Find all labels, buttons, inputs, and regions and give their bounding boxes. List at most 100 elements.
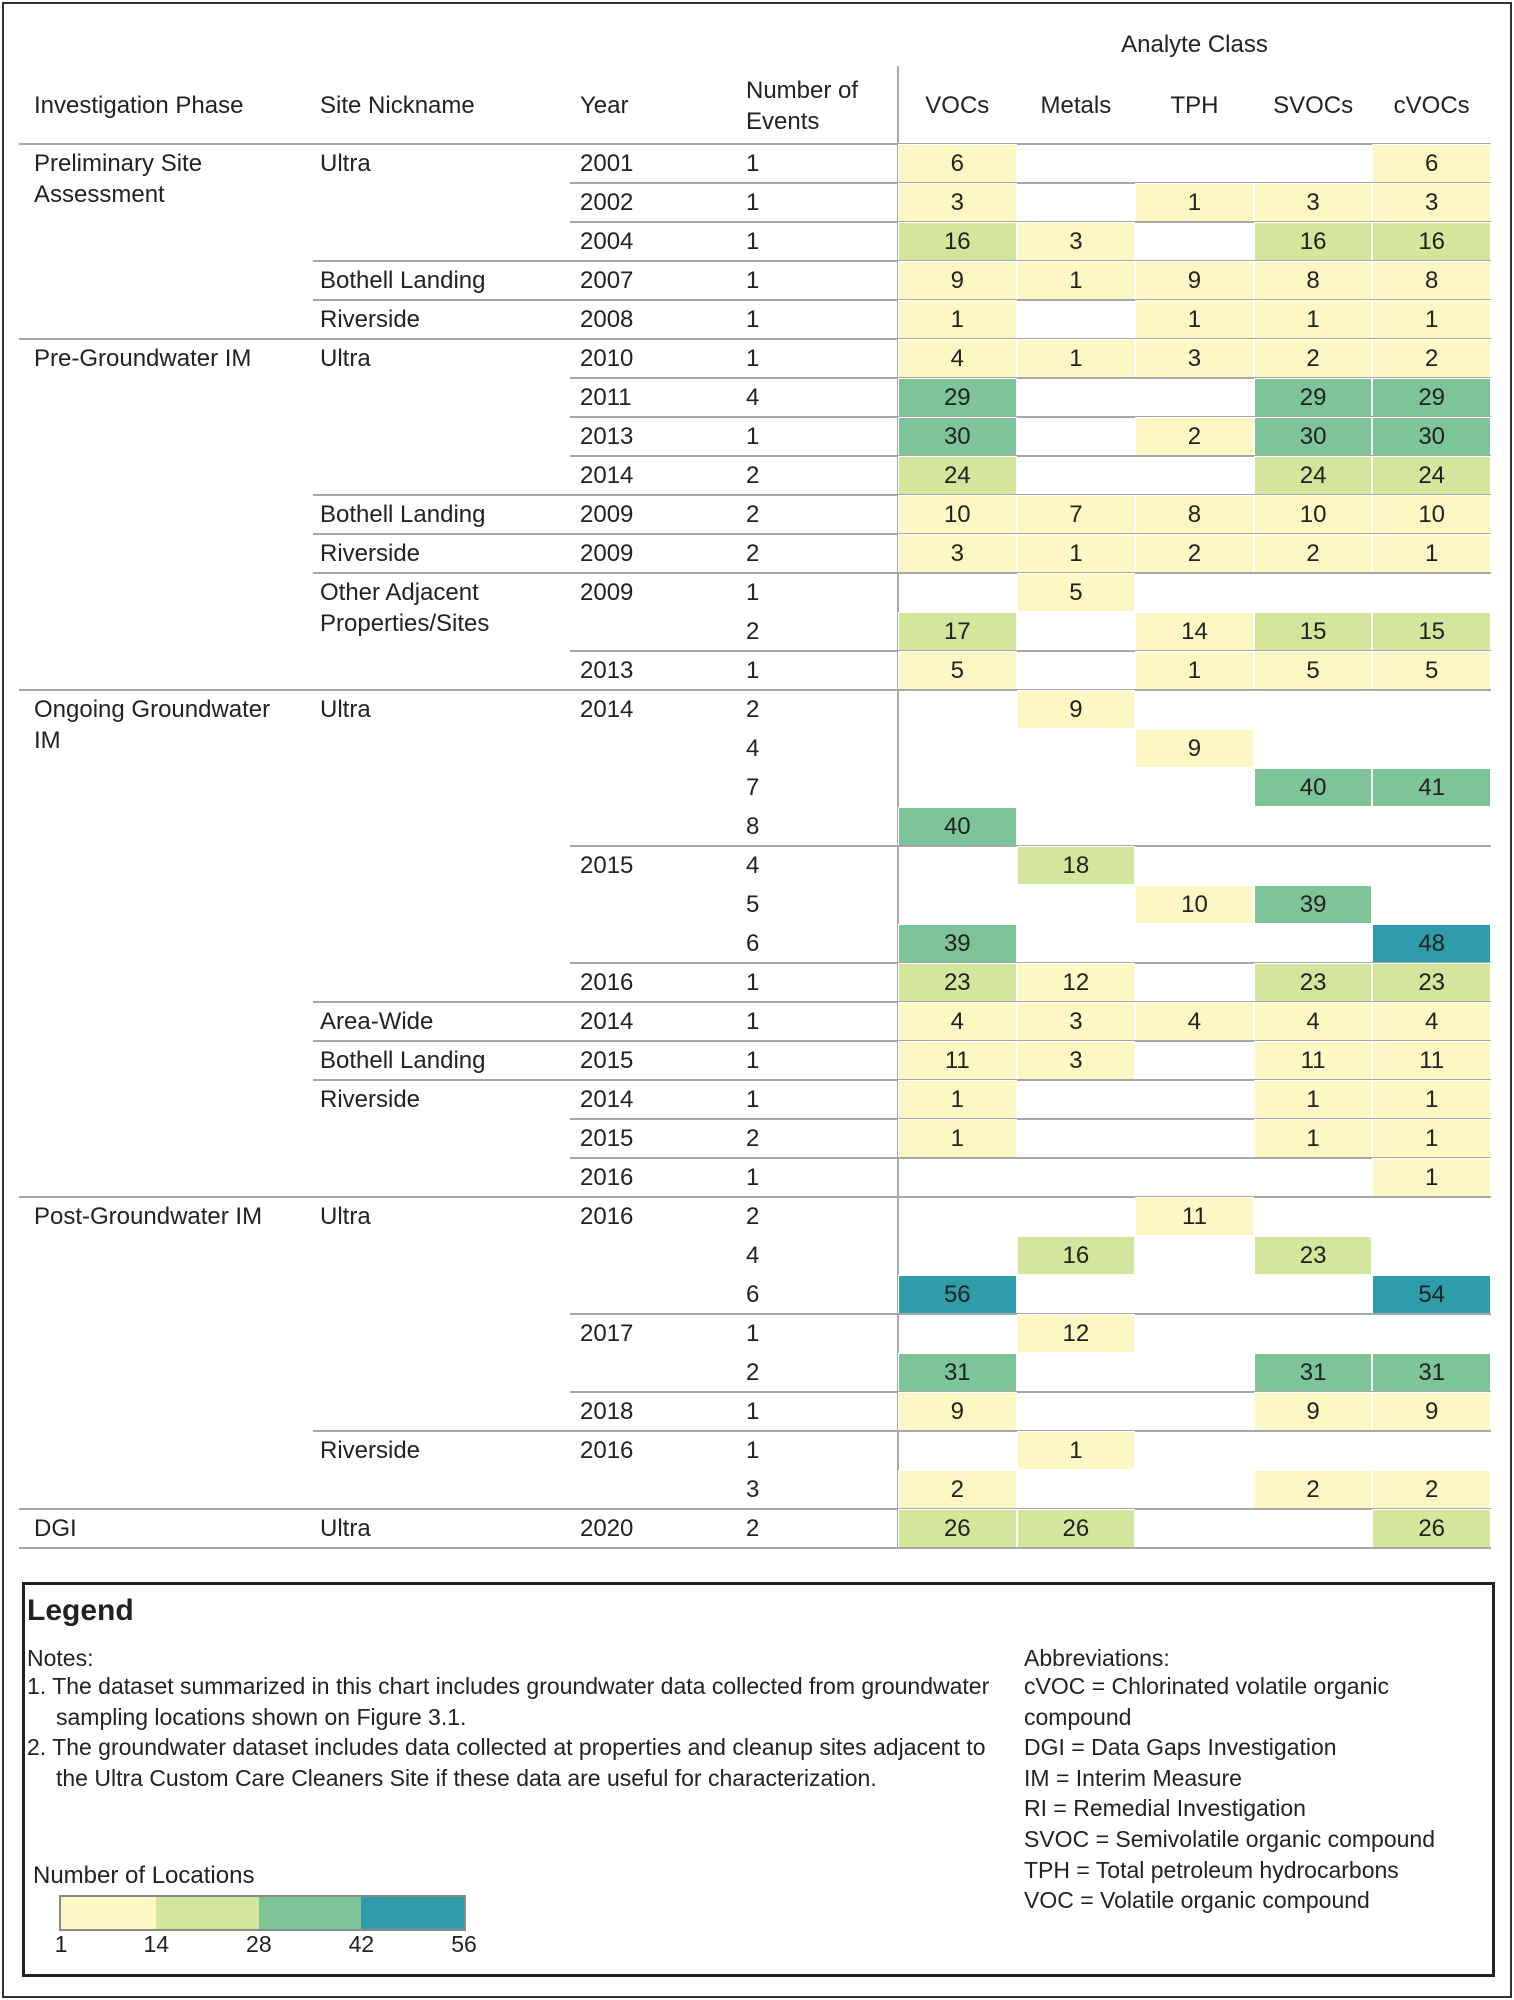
heat-cell: 1 [1372,1080,1491,1119]
scale-tick-label: 14 [143,1931,170,1957]
heat-cell: 31 [898,1353,1017,1392]
heat-cell: 2 [1253,1470,1373,1509]
row-site: Ultra [320,150,371,177]
heat-cell: 4 [1135,1002,1254,1041]
row-events: 5 [746,891,760,918]
row-year: 2015 [580,852,634,879]
heat-cell: 1 [1135,183,1254,222]
row-year: 2009 [580,540,634,567]
heat-cell: 1 [1372,1158,1491,1197]
heat-cell: 29 [898,378,1017,417]
abbreviations-label: Abbreviations: [1024,1645,1170,1671]
heat-cell: 26 [1016,1509,1136,1548]
scale-swatch [156,1897,259,1929]
heat-cell: 15 [1253,612,1373,651]
row-phase: DGI [34,1515,77,1542]
heat-cell: 23 [1372,963,1491,1002]
heat-cell: 5 [898,651,1017,690]
row-rule [313,1430,1491,1432]
heat-cell: 9 [898,1392,1017,1431]
heat-cell: 10 [1372,495,1491,534]
row-year: 2009 [580,579,634,606]
heat-cell: 29 [1253,378,1373,417]
row-events: 1 [746,1437,760,1464]
row-year: 2011 [580,384,632,411]
row-site: Bothell Landing [320,501,486,528]
heat-cell: 1 [1135,300,1254,339]
row-events: 1 [746,657,760,684]
heat-cell: 8 [1253,261,1373,300]
scale-swatch [258,1897,362,1929]
heat-cell: 11 [1135,1197,1254,1236]
row-rule [570,377,1491,379]
heat-cell: 2 [1135,534,1254,573]
column-header: Site Nickname [320,92,475,119]
scale-tick-label: 1 [54,1931,68,1957]
row-year: 2016 [580,969,634,996]
heat-cell: 5 [1372,651,1491,690]
heat-cell: 16 [1016,1236,1136,1275]
analyte-header: VOCs [925,92,990,119]
abbreviation: RI = Remedial Investigation [1024,1795,1306,1822]
heat-cell: 9 [1135,261,1254,300]
row-year: 2015 [580,1125,634,1152]
abbreviation: IM = Interim Measure [1024,1764,1242,1791]
column-header: Investigation Phase [34,92,244,119]
row-year: 2013 [580,657,634,684]
row-site: Riverside [320,306,421,333]
heat-cell: 10 [1253,495,1373,534]
abbreviation: DGI = Data Gaps Investigation [1024,1734,1337,1761]
row-year: 2017 [580,1320,634,1347]
heat-cell: 1 [898,300,1017,339]
heat-cell: 1 [898,1080,1017,1119]
row-year: 2008 [580,306,634,333]
legend-box [22,1582,1495,1977]
heat-cell: 3 [1016,1002,1136,1041]
scale-tick-label: 28 [246,1931,272,1957]
heat-cell: 2 [1372,339,1491,378]
row-year: 2014 [580,1086,634,1113]
row-events: 1 [746,1164,760,1191]
row-year: 2002 [580,189,634,216]
row-rule [570,455,1491,457]
heat-cell: 16 [898,222,1017,261]
row-year: 2014 [580,1008,634,1035]
heat-cell: 1 [898,1119,1017,1158]
scale-tick-label: 56 [451,1931,477,1957]
row-year: 2010 [580,345,634,372]
abbreviations-list: cVOC = Chlorinated volatile organic comp… [1024,1671,1492,1916]
analyte-header: SVOCs [1273,92,1354,119]
heat-cell: 1 [1253,1119,1373,1158]
heat-cell: 26 [898,1509,1017,1548]
row-events: 1 [746,150,760,177]
row-events: 1 [746,1047,760,1074]
heat-cell: 2 [1253,534,1373,573]
row-events: 2 [746,540,760,567]
heat-cell: 1 [1372,300,1491,339]
row-events: 3 [746,1476,760,1503]
row-site: Riverside [320,1437,421,1464]
notes-label: Notes: [27,1645,94,1671]
heat-cell: 56 [898,1275,1017,1314]
heat-cell: 30 [898,417,1017,456]
row-rule [19,689,1491,691]
row-year: 2020 [580,1515,634,1542]
row-site: Ultra [320,1203,371,1230]
heat-cell: 24 [1372,456,1491,495]
heat-cell: 1 [1372,534,1491,573]
row-events: 4 [746,384,760,411]
row-year: 2018 [580,1398,634,1425]
row-year: 2013 [580,423,634,450]
heat-cell: 3 [898,183,1017,222]
row-events: 1 [746,267,760,294]
heat-cell: 17 [898,612,1017,651]
row-events: 2 [746,1125,760,1152]
heat-cell: 23 [1253,1236,1373,1275]
row-year: 2016 [580,1203,634,1230]
scale-title: Number of Locations [33,1862,255,1889]
row-year: 2007 [580,267,634,294]
row-year: 2016 [580,1437,634,1464]
heat-cell: 29 [1372,378,1491,417]
scale-swatch [61,1897,157,1929]
